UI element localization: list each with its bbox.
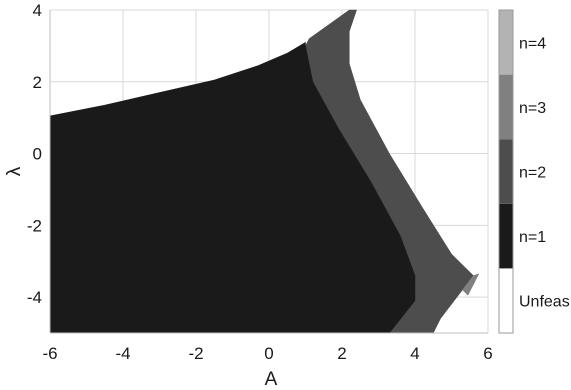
x-tick-label: -6 xyxy=(42,344,57,363)
tick-labels: -6 -4 -2 0 2 4 6 -4 -2 0 2 4 xyxy=(27,1,493,363)
y-tick-label: -2 xyxy=(27,216,42,235)
colorbar-swatch xyxy=(499,139,513,204)
x-tick-label: -4 xyxy=(115,344,130,363)
y-tick-label: 4 xyxy=(33,1,42,20)
regions xyxy=(49,9,480,334)
x-tick-label: -2 xyxy=(188,344,203,363)
colorbar-label: n=3 xyxy=(519,100,546,117)
colorbar-swatch xyxy=(499,203,513,269)
y-tick-label: -4 xyxy=(27,288,42,307)
x-tick-label: 4 xyxy=(410,344,419,363)
x-tick-label: 2 xyxy=(337,344,346,363)
colorbar-label: n=1 xyxy=(519,229,546,246)
colorbar-label: n=4 xyxy=(519,35,546,52)
x-axis-label: A xyxy=(265,369,278,390)
colorbar: Unfeas n=1 n=2 n=3 n=4 xyxy=(498,9,570,334)
colorbar-swatch xyxy=(499,74,513,140)
y-axis-label: λ xyxy=(4,166,25,176)
colorbar-label: Unfeas xyxy=(519,294,570,311)
x-tick-label: 0 xyxy=(264,344,273,363)
colorbar-swatch xyxy=(499,268,513,333)
colorbar-label: n=2 xyxy=(519,165,546,182)
axes xyxy=(49,10,488,334)
y-tick-label: 2 xyxy=(33,73,42,92)
colorbar-frame xyxy=(498,9,514,334)
x-tick-label: 6 xyxy=(483,344,492,363)
region-n3 xyxy=(462,273,480,296)
colorbar-swatch xyxy=(499,10,513,75)
y-tick-label: 0 xyxy=(33,145,42,164)
region-n1 xyxy=(49,41,416,334)
